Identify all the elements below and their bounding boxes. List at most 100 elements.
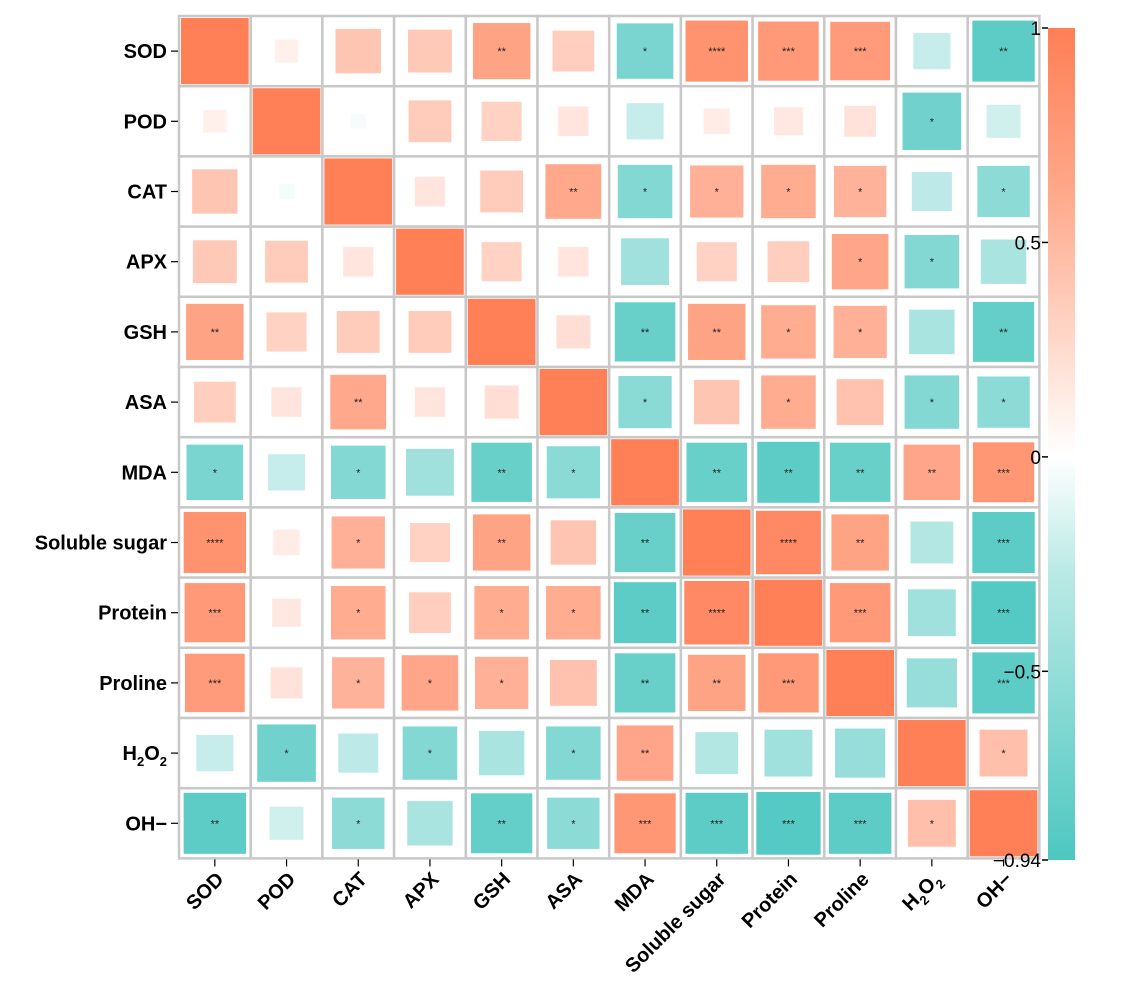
cell-protein-pod [272, 598, 301, 627]
significance-mark: * [571, 748, 576, 760]
cell-proline-apx [401, 655, 459, 711]
row-label: APX [126, 252, 168, 274]
significance-mark: ** [784, 467, 793, 479]
cell-protein-soluble-sugar [684, 580, 750, 645]
cell-asa-protein [761, 375, 816, 429]
column-label: SOD [182, 868, 228, 914]
cell-apx-pod [265, 240, 308, 283]
significance-mark: *** [997, 608, 1011, 620]
cell-oh−-protein [756, 791, 821, 855]
cell-pod-gsh [481, 101, 522, 141]
cell-oh−-h2o2 [907, 799, 956, 847]
cell-soluble-sugar-h2o2 [910, 521, 954, 564]
cell-proline-soluble-sugar [688, 654, 746, 711]
cell-sod-mda [616, 23, 674, 79]
cell-asa-pod [271, 387, 302, 417]
row-label: ASA [125, 392, 167, 414]
cell-cat-proline [833, 165, 887, 218]
cell-h2o2-soluble-sugar [695, 732, 739, 775]
significance-mark: * [786, 397, 791, 409]
cell-apx-cat [343, 246, 374, 277]
cell-cat-apx [414, 176, 446, 207]
cell-proline-cat [332, 657, 385, 709]
cell-pod-protein [774, 107, 803, 136]
colorbar-gradient [1048, 28, 1075, 860]
significance-mark: ** [497, 818, 506, 830]
significance-mark: ** [641, 748, 650, 760]
cell-pod-sod [203, 109, 227, 133]
cell-h2o2-protein [764, 729, 813, 777]
significance-mark: * [428, 748, 433, 760]
cell-protein-apx [409, 592, 451, 634]
cell-oh−-proline [828, 792, 892, 854]
cell-proline-asa [549, 659, 597, 706]
significance-mark: *** [208, 608, 222, 620]
cell-soluble-sugar-mda [614, 512, 676, 573]
cell-asa-cat [330, 374, 387, 430]
significance-mark: * [571, 467, 576, 479]
cell-protein-oh− [971, 581, 1036, 645]
cell-gsh-apx [408, 310, 452, 353]
significance-mark: ** [641, 608, 650, 620]
column-label: GSH [469, 868, 515, 914]
cell-proline-pod [270, 667, 303, 699]
cell-h2o2-sod [196, 734, 234, 772]
significance-mark: * [428, 678, 433, 690]
cell-sod-sod [181, 18, 249, 85]
cell-soluble-sugar-pod [273, 529, 300, 556]
cell-soluble-sugar-sod [183, 511, 247, 574]
cell-protein-proline [829, 583, 891, 643]
cell-cat-gsh [480, 170, 524, 213]
significance-mark: * [930, 116, 935, 128]
cell-soluble-sugar-gsh [472, 514, 531, 571]
colorbar-tick-label: 0.5 [1015, 233, 1041, 254]
cell-h2o2-mda [616, 725, 674, 781]
cell-mda-mda [611, 439, 679, 506]
significance-mark: ** [211, 327, 220, 339]
cell-gsh-h2o2 [909, 309, 955, 355]
cell-apx-oh− [980, 239, 1027, 284]
colorbar-tick-label: −0.5 [1003, 662, 1041, 683]
significance-mark: *** [208, 678, 222, 690]
cell-oh−-mda [614, 793, 676, 854]
row-labels: SOD POD CAT APX GSH ASA MDA Soluble sugar Protei… [35, 41, 178, 835]
significance-mark: *** [782, 678, 796, 690]
cell-pod-cat [350, 113, 366, 129]
cell-proline-mda [614, 653, 676, 713]
cell-gsh-sod [186, 303, 244, 360]
cell-oh−-oh− [969, 790, 1038, 857]
cell-gsh-cat [336, 310, 380, 353]
cell-pod-asa [558, 106, 589, 137]
cell-sod-apx [408, 29, 452, 73]
significance-mark: * [500, 608, 505, 620]
column-label: H2O2 [898, 868, 948, 918]
cell-protein-asa [546, 586, 601, 640]
cell-asa-mda [618, 376, 672, 429]
significance-mark: ** [641, 678, 650, 690]
row-label: POD [124, 111, 167, 133]
significance-mark: *** [997, 678, 1011, 690]
significance-mark: * [284, 748, 289, 760]
cell-h2o2-gsh [478, 730, 525, 776]
row-label: OH− [125, 813, 167, 835]
cell-asa-apx [414, 387, 446, 417]
significance-mark: *** [997, 538, 1011, 550]
cell-apx-gsh [481, 242, 522, 282]
column-label: Protein [738, 868, 802, 932]
cell-cat-mda [617, 164, 673, 219]
cell-soluble-sugar-oh− [972, 511, 1035, 574]
significance-mark: ** [712, 678, 721, 690]
cell-oh−-sod [183, 792, 247, 854]
row-label: GSH [124, 322, 167, 344]
significance-mark: ** [856, 538, 865, 550]
cell-pod-apx [408, 100, 452, 143]
cell-mda-proline [829, 442, 891, 502]
colorbar: 1 0.5 0 −0.5 −0.94 [993, 19, 1075, 872]
significance-mark: ** [497, 467, 506, 479]
significance-mark: ** [641, 538, 650, 550]
significance-mark: *** [782, 818, 796, 830]
significance-mark: * [715, 187, 720, 199]
cell-protein-protein [754, 579, 823, 646]
cell-mda-cat [330, 445, 386, 499]
